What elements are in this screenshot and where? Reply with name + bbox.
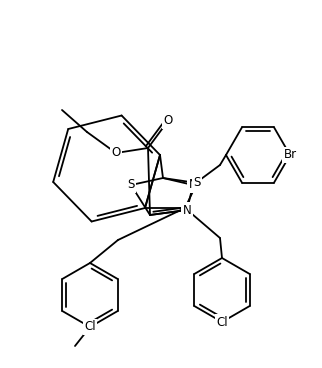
Text: S: S [127, 178, 135, 191]
Text: S: S [193, 177, 201, 190]
Text: N: N [189, 178, 197, 191]
Text: Cl: Cl [216, 315, 228, 329]
Text: O: O [111, 146, 121, 159]
Text: O: O [163, 114, 173, 127]
Text: N: N [183, 204, 191, 216]
Text: Cl: Cl [84, 321, 96, 333]
Text: Br: Br [283, 149, 297, 162]
